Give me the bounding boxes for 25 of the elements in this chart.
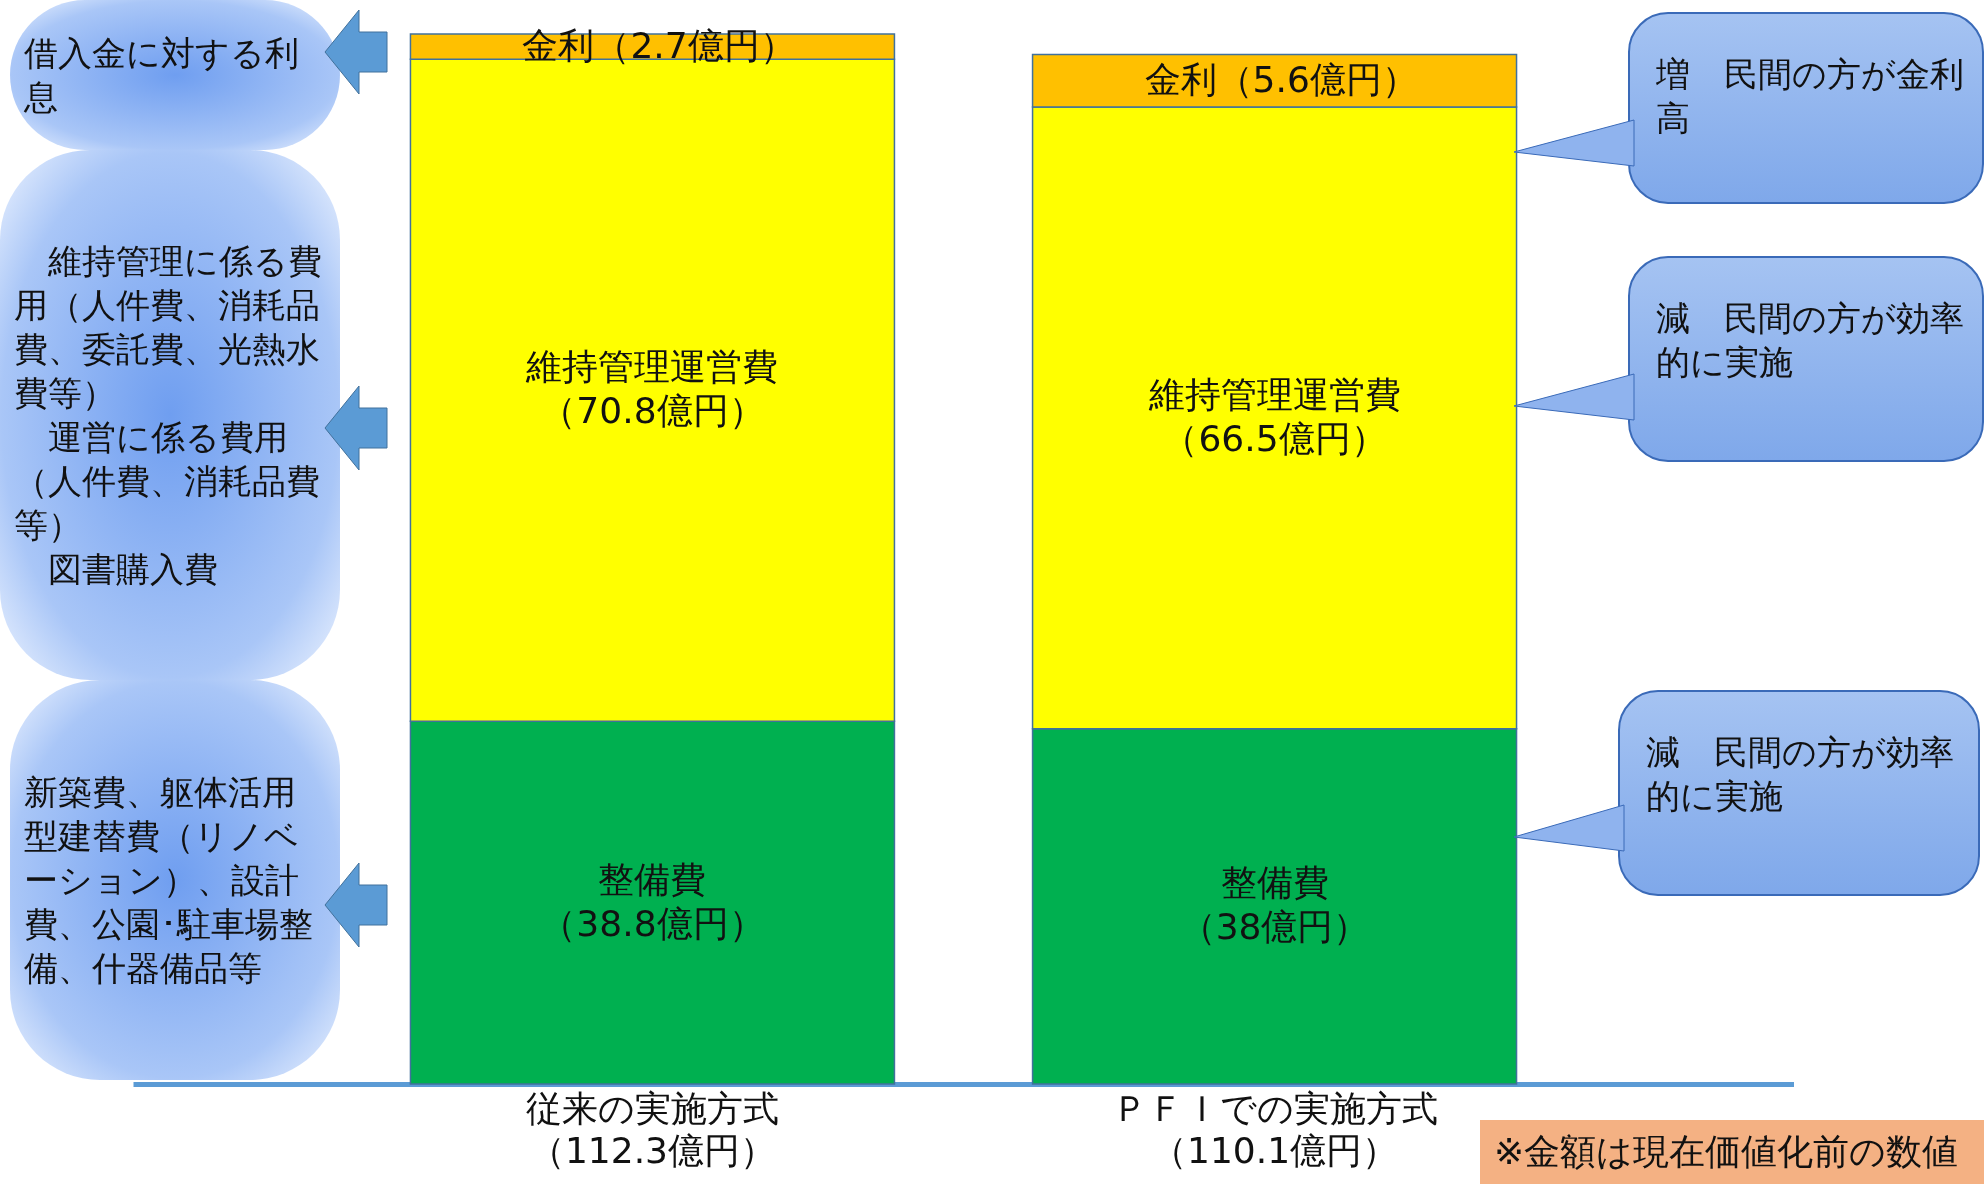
x-tick-label: 従来の実施方式 — [525, 1087, 779, 1129]
annotation: 借入金に対する利息 — [24, 32, 300, 119]
annotation: 運営に係る費用（人件費、消耗品費等） — [14, 416, 321, 547]
text: 金利 — [522, 24, 595, 66]
series-label: 金利 — [1144, 58, 1217, 100]
annotation: 維持管理に係る費用（人件費、消耗品費、委託費、光熱水費等） — [14, 240, 323, 415]
text: 整備費 — [598, 858, 707, 900]
data-label: （5.6億円） — [1216, 58, 1418, 100]
series-label: 整備費 — [1220, 862, 1329, 904]
data-label: （70.8億円） — [540, 390, 765, 432]
series-label: 維持管理運営費 — [1147, 373, 1401, 415]
text: 維持管理運営費 — [526, 346, 779, 388]
annotation: 新築費、躯体活用型建替費（リノベーション）、設計費、公園･駐車場整備、什器備品等 — [24, 771, 314, 990]
data-label: （38.8億円） — [540, 902, 765, 944]
annotation: 増 民間の方が金利高 — [1656, 53, 1964, 140]
total-label: （110.1億円） — [1151, 1129, 1399, 1171]
annotation: 図書購入費 — [47, 548, 219, 591]
annotation: 減 民間の方が効率的に実施 — [1646, 731, 1955, 818]
annotation: 減 民間の方が効率的に実施 — [1656, 297, 1964, 384]
data-label: （38億円） — [1179, 906, 1370, 948]
text: ※金額は現在価値化前の数値 — [1494, 1130, 1960, 1174]
x-tick-label: ＰＦＩでの実施方式 — [1111, 1087, 1438, 1129]
total-label: （112.3億円） — [528, 1129, 776, 1171]
data-label: （2.7億円） — [594, 24, 796, 66]
data-label: （66.5億円） — [1162, 417, 1387, 459]
